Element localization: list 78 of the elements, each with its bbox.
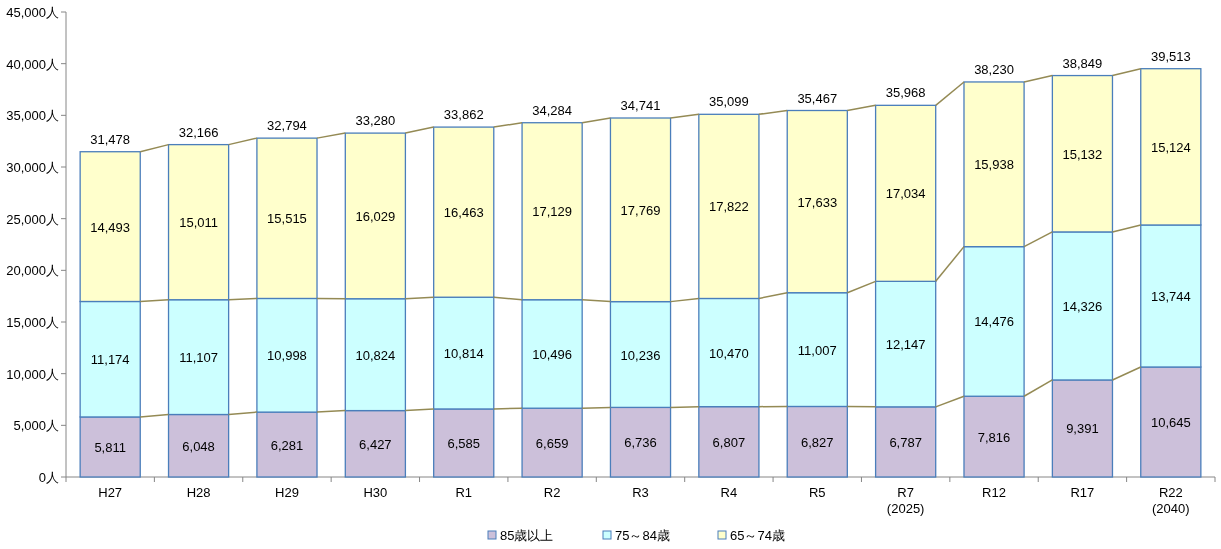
y-tick-label: 40,000人 <box>6 56 59 72</box>
x-tick-label: H29 <box>275 485 299 500</box>
total-label: 35,968 <box>885 85 926 101</box>
total-label: 33,280 <box>355 113 396 129</box>
total-label: 38,849 <box>1062 55 1103 71</box>
data-label: 11,174 <box>90 352 130 368</box>
total-label: 31,478 <box>90 131 131 147</box>
legend-label: 75～84歳 <box>615 528 670 543</box>
y-tick-label: 10,000人 <box>6 366 59 382</box>
data-label: 15,938 <box>974 157 1014 173</box>
x-tick-label: H28 <box>186 485 211 500</box>
data-label: 5,811 <box>94 439 126 455</box>
data-label: 6,427 <box>359 436 392 452</box>
total-label: 35,467 <box>797 90 838 106</box>
data-label: 6,827 <box>801 434 834 450</box>
data-label: 10,824 <box>355 347 396 363</box>
x-tick-label: R5 <box>808 485 826 500</box>
data-label: 6,048 <box>182 438 215 454</box>
y-tick-label: 0人 <box>38 470 59 485</box>
x-tick-label: R22 (2040) <box>1152 485 1190 516</box>
data-label: 15,132 <box>1062 146 1103 162</box>
y-tick-label: 25,000人 <box>6 211 59 227</box>
x-tick-label: R12 <box>982 485 1006 500</box>
data-label: 17,769 <box>620 202 661 218</box>
x-tick-label: R3 <box>632 485 649 500</box>
x-tick-label: H30 <box>363 485 388 500</box>
data-label: 15,124 <box>1150 139 1191 155</box>
data-label: 9,391 <box>1066 421 1099 437</box>
y-tick-label: 20,000人 <box>6 263 59 279</box>
data-label: 10,496 <box>532 346 572 362</box>
data-label: 10,998 <box>267 348 307 364</box>
total-label: 34,741 <box>620 98 661 114</box>
data-label: 10,470 <box>709 345 749 361</box>
total-label: 35,099 <box>709 94 749 110</box>
data-label: 6,281 <box>270 437 304 453</box>
x-tick-label: R4 <box>720 485 738 500</box>
data-label: 10,236 <box>620 347 661 363</box>
data-label: 17,034 <box>885 186 926 202</box>
data-label: 15,011 <box>179 215 218 231</box>
data-label: 14,476 <box>974 314 1014 330</box>
x-tick-label: R1 <box>455 485 473 500</box>
data-label: 7,816 <box>977 429 1011 445</box>
legend-label: 65～74歳 <box>730 528 785 543</box>
x-tick-label: R2 <box>543 485 561 500</box>
data-label: 6,807 <box>712 434 746 450</box>
total-label: 33,862 <box>443 107 484 123</box>
x-tick-label: H27 <box>98 485 123 500</box>
data-label: 12,147 <box>885 337 926 353</box>
y-tick-label: 15,000人 <box>6 315 59 330</box>
y-tick-label: 30,000人 <box>6 160 59 175</box>
total-label: 38,230 <box>974 61 1014 77</box>
data-label: 11,007 <box>797 342 837 358</box>
data-label: 10,814 <box>443 346 484 362</box>
data-label: 14,326 <box>1062 298 1103 314</box>
x-tick-label: R7 (2025) <box>886 485 925 516</box>
data-label: 13,744 <box>1150 288 1191 304</box>
data-label: 16,029 <box>355 208 396 224</box>
data-label: 17,822 <box>709 199 749 215</box>
data-label: 6,736 <box>624 435 657 451</box>
total-label: 32,794 <box>267 118 307 134</box>
data-label: 6,787 <box>889 434 922 450</box>
data-label: 14,493 <box>90 219 131 235</box>
total-label: 39,513 <box>1150 48 1191 64</box>
y-tick-label: 5,000人 <box>13 418 59 434</box>
data-label: 15,515 <box>267 211 307 227</box>
y-tick-label: 45,000人 <box>6 5 59 20</box>
data-label: 16,463 <box>443 205 484 221</box>
data-label: 11,107 <box>179 350 218 366</box>
data-label: 17,129 <box>532 204 572 220</box>
data-label: 17,633 <box>797 194 838 210</box>
data-label: 6,585 <box>447 435 480 451</box>
total-label: 32,166 <box>178 124 219 140</box>
x-tick-label: R17 <box>1070 485 1095 500</box>
data-label: 6,659 <box>535 435 569 451</box>
data-label: 10,645 <box>1150 415 1191 430</box>
y-tick-label: 35,000人 <box>6 108 59 124</box>
total-label: 34,284 <box>532 102 572 118</box>
legend-label: 85歳以上 <box>500 528 554 543</box>
